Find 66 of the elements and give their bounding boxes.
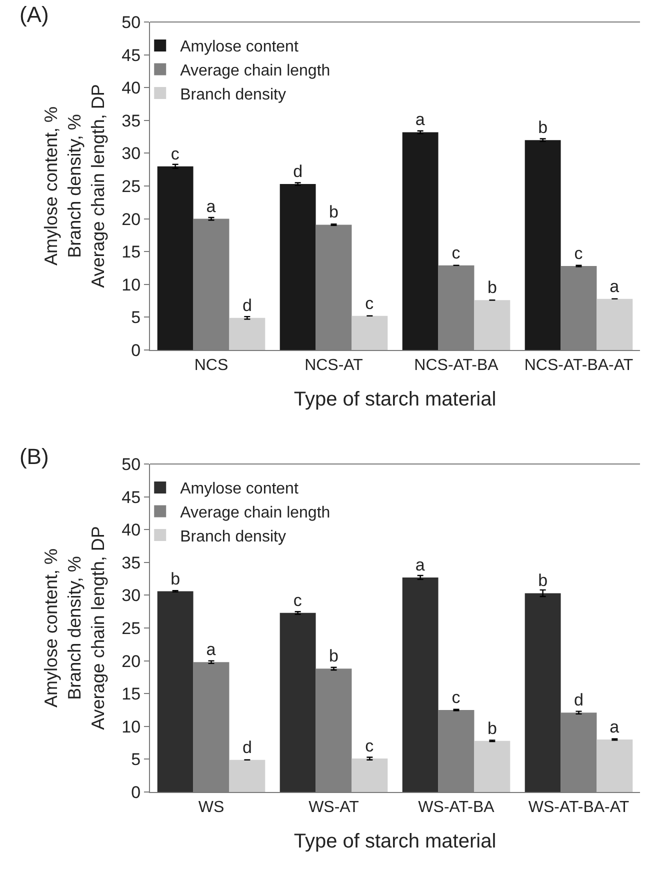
data-label: d bbox=[574, 690, 584, 710]
y-tick-label: 10 bbox=[122, 717, 141, 736]
data-label: c bbox=[365, 294, 374, 313]
y-tick-label: 15 bbox=[122, 684, 141, 704]
y-tick-label: 5 bbox=[131, 308, 141, 328]
x-tick-label: WS-AT-BA bbox=[418, 799, 495, 816]
data-label: b bbox=[170, 569, 180, 588]
y-tick-label: 40 bbox=[122, 520, 141, 540]
x-axis-title: Type of starch material bbox=[294, 830, 496, 853]
y-tick-label: 45 bbox=[122, 488, 141, 507]
data-label: d bbox=[293, 162, 303, 182]
data-label: a bbox=[415, 555, 426, 574]
y-tick-label: 0 bbox=[131, 340, 141, 360]
data-label: c bbox=[452, 688, 461, 707]
legend-label: Average chain length bbox=[180, 504, 330, 522]
data-label: c bbox=[452, 243, 461, 262]
y-tick-label: 50 bbox=[122, 12, 141, 32]
x-tick-label: NCS bbox=[194, 357, 228, 374]
x-tick-label: WS bbox=[198, 799, 224, 816]
y-tick-label: 50 bbox=[122, 454, 141, 474]
data-label: b bbox=[329, 646, 338, 666]
data-label: b bbox=[487, 278, 497, 298]
chart-title: (A) bbox=[19, 2, 49, 28]
legend-label: Amylose content bbox=[180, 480, 299, 498]
data-label: b bbox=[487, 718, 497, 738]
data-label: a bbox=[610, 276, 620, 296]
data-label: b bbox=[538, 118, 548, 138]
legend-label: Amylose content bbox=[180, 38, 299, 56]
data-label: b bbox=[329, 202, 338, 222]
data-label: d bbox=[242, 738, 252, 757]
x-tick-label: NCS-AT-BA bbox=[414, 357, 499, 374]
legend-label: Average chain length bbox=[180, 62, 330, 80]
x-tick-label: NCS-AT-BA-AT bbox=[524, 357, 634, 374]
data-label: a bbox=[206, 640, 216, 660]
y-tick-label: 35 bbox=[122, 553, 141, 572]
legend-label: Branch density bbox=[180, 528, 286, 546]
y-tick-label: 45 bbox=[122, 46, 141, 65]
data-label: c bbox=[170, 144, 180, 164]
x-tick-label: NCS-AT bbox=[304, 357, 364, 374]
legend-label: Branch density bbox=[180, 86, 286, 104]
data-label: a bbox=[415, 110, 426, 130]
x-axis-title: Type of starch material bbox=[294, 388, 496, 411]
data-label: a bbox=[610, 718, 620, 737]
y-tick-label: 10 bbox=[122, 275, 141, 294]
y-axis-title: Amylose content, % Branch density, % Average chain length, DP bbox=[41, 526, 108, 730]
data-label: a bbox=[206, 196, 216, 216]
chart-title: (B) bbox=[19, 444, 49, 470]
y-axis-title: Amylose content, % Branch density, % Average chain length, DP bbox=[41, 84, 108, 288]
y-tick-label: 25 bbox=[122, 176, 141, 196]
y-tick-label: 15 bbox=[122, 242, 141, 262]
x-tick-label: WS-AT-BA-AT bbox=[528, 799, 630, 816]
y-tick-label: 20 bbox=[122, 652, 141, 671]
x-tick-label: WS-AT bbox=[308, 799, 360, 816]
y-tick-label: 25 bbox=[122, 618, 141, 638]
data-label: b bbox=[538, 571, 548, 590]
data-label: d bbox=[242, 296, 252, 315]
y-tick-label: 35 bbox=[122, 111, 141, 130]
y-tick-label: 0 bbox=[131, 782, 141, 802]
y-tick-label: 5 bbox=[131, 750, 141, 770]
data-label: c bbox=[365, 736, 374, 756]
y-tick-label: 40 bbox=[122, 78, 141, 98]
y-tick-label: 30 bbox=[122, 586, 141, 606]
data-label: c bbox=[293, 590, 302, 610]
y-tick-label: 20 bbox=[122, 210, 141, 229]
y-tick-label: 30 bbox=[122, 144, 141, 164]
data-label: c bbox=[574, 244, 584, 264]
